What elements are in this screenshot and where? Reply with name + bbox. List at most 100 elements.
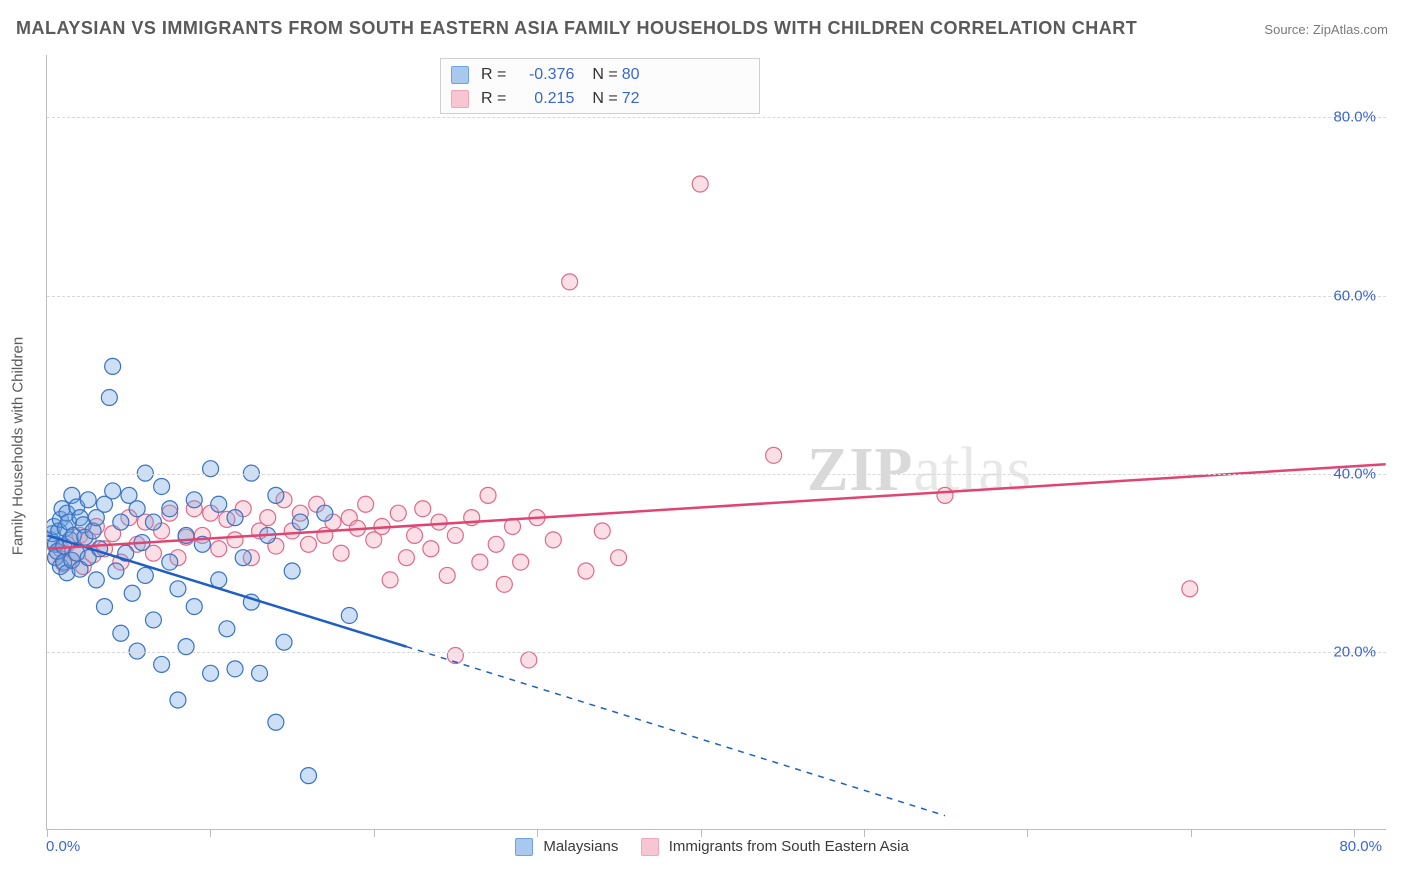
scatter-point bbox=[154, 656, 170, 672]
scatter-point bbox=[51, 523, 67, 539]
scatter-point bbox=[69, 545, 85, 561]
scatter-point bbox=[47, 519, 62, 535]
scatter-point bbox=[243, 550, 259, 566]
scatter-point bbox=[252, 523, 268, 539]
stats-row-malaysians: R = -0.376 N = 80 bbox=[451, 63, 749, 87]
scatter-point bbox=[341, 607, 357, 623]
scatter-point bbox=[227, 532, 243, 548]
legend-swatch-pink bbox=[641, 838, 659, 856]
scatter-point bbox=[178, 527, 194, 543]
y-tick-label: 80.0% bbox=[1333, 109, 1376, 126]
scatter-point bbox=[145, 514, 161, 530]
scatter-point bbox=[80, 492, 96, 508]
scatter-point bbox=[121, 510, 137, 526]
scatter-point bbox=[211, 496, 227, 512]
scatter-point bbox=[124, 585, 140, 601]
scatter-point bbox=[129, 536, 145, 552]
scatter-point bbox=[69, 545, 85, 561]
stats-legend: R = -0.376 N = 80 R = 0.215 N = 72 bbox=[440, 58, 760, 114]
scatter-point bbox=[145, 612, 161, 628]
gridline bbox=[47, 117, 1386, 118]
scatter-point bbox=[47, 526, 60, 542]
scatter-point bbox=[562, 274, 578, 290]
scatter-point bbox=[162, 554, 178, 570]
scatter-point bbox=[52, 541, 68, 557]
x-tick bbox=[47, 829, 48, 837]
scatter-point bbox=[301, 768, 317, 784]
scatter-point bbox=[529, 510, 545, 526]
scatter-point bbox=[56, 554, 72, 570]
scatter-point bbox=[72, 510, 88, 526]
legend-label-immigrants: Immigrants from South Eastern Asia bbox=[669, 838, 909, 855]
scatter-point bbox=[382, 572, 398, 588]
scatter-point bbox=[194, 527, 210, 543]
scatter-point bbox=[56, 556, 72, 572]
x-tick bbox=[210, 829, 211, 837]
scatter-point bbox=[611, 550, 627, 566]
scatter-point bbox=[61, 514, 77, 530]
watermark: ZIPatlas bbox=[807, 435, 1032, 506]
scatter-point bbox=[137, 514, 153, 530]
watermark-zip: ZIP bbox=[807, 436, 913, 504]
scatter-point bbox=[64, 487, 80, 503]
scatter-point bbox=[407, 527, 423, 543]
scatter-point bbox=[243, 594, 259, 610]
scatter-point bbox=[439, 567, 455, 583]
source-label: Source: bbox=[1264, 22, 1309, 37]
stats-r-value-0: -0.376 bbox=[510, 66, 574, 84]
scatter-point bbox=[284, 523, 300, 539]
source-value: ZipAtlas.com bbox=[1313, 22, 1388, 37]
scatter-point bbox=[1182, 581, 1198, 597]
scatter-point bbox=[276, 492, 292, 508]
scatter-point bbox=[80, 532, 96, 548]
scatter-point bbox=[260, 527, 276, 543]
scatter-point bbox=[57, 520, 73, 536]
scatter-point bbox=[47, 532, 59, 548]
scatter-point bbox=[235, 550, 251, 566]
scatter-point bbox=[105, 526, 121, 542]
scatter-point bbox=[186, 501, 202, 517]
scatter-point bbox=[121, 487, 137, 503]
stats-n-value-0: 80 bbox=[622, 66, 640, 84]
x-tick bbox=[1354, 829, 1355, 837]
scatter-point bbox=[96, 599, 112, 615]
scatter-point bbox=[447, 527, 463, 543]
scatter-point bbox=[203, 665, 219, 681]
scatter-point bbox=[75, 517, 91, 533]
scatter-point bbox=[64, 552, 80, 568]
scatter-point bbox=[252, 665, 268, 681]
scatter-point bbox=[137, 567, 153, 583]
stats-swatch-pink bbox=[451, 90, 469, 108]
scatter-point bbox=[62, 532, 78, 548]
scatter-point bbox=[505, 519, 521, 535]
scatter-point bbox=[431, 514, 447, 530]
scatter-point bbox=[118, 545, 134, 561]
scatter-point bbox=[374, 519, 390, 535]
scatter-point bbox=[65, 527, 81, 543]
scatter-point bbox=[358, 496, 374, 512]
stats-r-label: R = bbox=[481, 90, 506, 108]
legend-label-malaysians: Malaysians bbox=[543, 838, 618, 855]
scatter-point bbox=[480, 487, 496, 503]
scatter-point bbox=[134, 535, 150, 551]
x-tick bbox=[701, 829, 702, 837]
source-attribution: Source: ZipAtlas.com bbox=[1264, 22, 1388, 37]
scatter-point bbox=[101, 390, 117, 406]
scatter-point bbox=[88, 519, 104, 535]
scatter-point bbox=[235, 501, 251, 517]
scatter-point bbox=[72, 527, 88, 543]
scatter-point bbox=[496, 576, 512, 592]
scatter-point bbox=[154, 478, 170, 494]
y-tick-label: 60.0% bbox=[1333, 287, 1376, 304]
scatter-point bbox=[96, 496, 112, 512]
scatter-point bbox=[268, 714, 284, 730]
scatter-point bbox=[325, 514, 341, 530]
scatter-point bbox=[48, 550, 64, 566]
y-tick-label: 40.0% bbox=[1333, 465, 1376, 482]
scatter-point bbox=[49, 543, 65, 559]
scatter-point bbox=[513, 554, 529, 570]
trendline bbox=[47, 535, 406, 646]
gridline bbox=[47, 474, 1386, 475]
scatter-point bbox=[54, 501, 70, 517]
stats-r-label: R = bbox=[481, 66, 506, 84]
